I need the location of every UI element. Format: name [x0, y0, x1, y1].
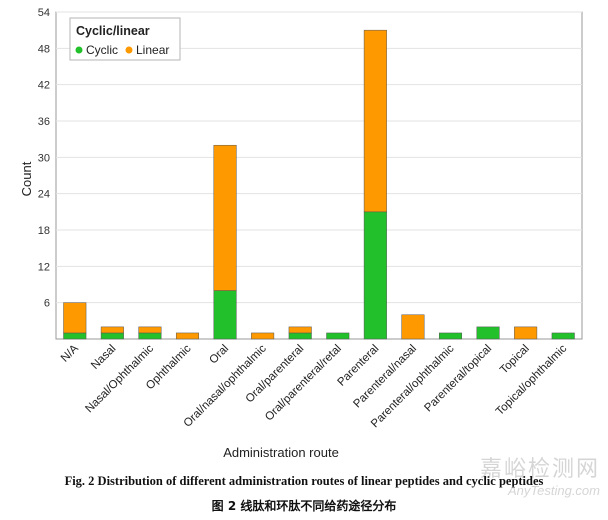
- y-tick-label: 24: [38, 189, 50, 201]
- x-tick-label: Oral/parenteral/retal: [263, 343, 344, 424]
- y-tick-label: 30: [38, 152, 50, 164]
- legend: Cyclic/linear Cyclic Linear: [69, 17, 181, 61]
- bars: [63, 29, 575, 340]
- legend-label-cyclic: Cyclic: [86, 43, 118, 57]
- watermark-chinese: 嘉峪检测网: [479, 457, 600, 482]
- legend-marker-cyclic: [75, 46, 83, 54]
- bar-linear-8: [363, 29, 387, 213]
- bar-linear-4: [213, 144, 237, 291]
- x-tick-label: N/A: [59, 342, 81, 364]
- bar-cyclic-11: [476, 326, 500, 340]
- bar-linear-9: [401, 314, 425, 340]
- legend-title: Cyclic/linear: [76, 24, 150, 38]
- y-tick-label: 18: [38, 225, 50, 237]
- legend-marker-linear: [125, 46, 133, 54]
- plot-area: [55, 11, 583, 340]
- bar-linear-0: [63, 302, 87, 334]
- y-tick-label: 54: [38, 7, 50, 19]
- bar-cyclic-6: [288, 332, 312, 340]
- y-tick-label: 42: [38, 80, 50, 92]
- x-tick-label: Nasal/Ophthalmic: [83, 342, 156, 415]
- y-tick-label: 36: [38, 116, 50, 128]
- x-tick-label: Oral: [207, 343, 231, 367]
- bar-linear-12: [514, 326, 538, 340]
- bar-cyclic-2: [138, 332, 162, 340]
- bar-cyclic-4: [213, 290, 237, 340]
- x-tick-label: Topical: [498, 343, 532, 377]
- x-tick-label: Topical/ophthalmic: [494, 342, 570, 418]
- bar-cyclic-8: [363, 211, 387, 340]
- y-axis-label: Count: [19, 161, 34, 196]
- x-tick-label: Parenteral/topical: [422, 343, 494, 415]
- watermark: 嘉峪检测网 AnyTesting.com: [480, 451, 600, 498]
- y-tick-label: 12: [38, 261, 50, 273]
- x-axis-label: Administration route: [223, 445, 339, 460]
- bar-cyclic-10: [438, 332, 463, 340]
- bar-cyclic-0: [63, 332, 87, 340]
- figure-caption-english: Fig. 2 Distribution of different adminis…: [64, 474, 544, 488]
- y-tick-label: 48: [38, 43, 50, 55]
- y-axis-ticks: 6 12 18 24 30 36 42 48 54: [38, 7, 50, 310]
- bar-cyclic-7: [326, 332, 350, 340]
- bar-linear-3: [175, 332, 200, 340]
- legend-label-linear: Linear: [136, 43, 169, 57]
- gridlines: [56, 11, 582, 304]
- legend-box: [69, 17, 181, 61]
- watermark-english: AnyTesting.com: [507, 483, 600, 498]
- bar-cyclic-13: [551, 332, 575, 340]
- bar-cyclic-1: [100, 332, 124, 340]
- bar-linear-1: [100, 326, 124, 334]
- bar-linear-2: [138, 326, 162, 334]
- figure-caption-chinese: 图 2 线肽和环肽不同给药途径分布: [211, 499, 397, 513]
- bar-linear-5: [251, 332, 275, 340]
- x-tick-label: Nasal: [89, 343, 118, 372]
- y-tick-label: 6: [44, 298, 50, 310]
- stacked-bar-chart: 6 12 18 24 30 36 42 48 54 N/A NasalNasal/Ophthalm…: [19, 7, 583, 460]
- bar-linear-6: [288, 326, 312, 334]
